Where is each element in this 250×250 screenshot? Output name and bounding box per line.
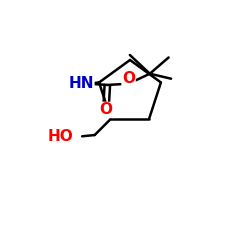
Text: HO: HO: [48, 129, 74, 144]
Text: HN: HN: [68, 76, 94, 91]
Text: O: O: [122, 71, 135, 86]
Text: O: O: [100, 102, 112, 118]
